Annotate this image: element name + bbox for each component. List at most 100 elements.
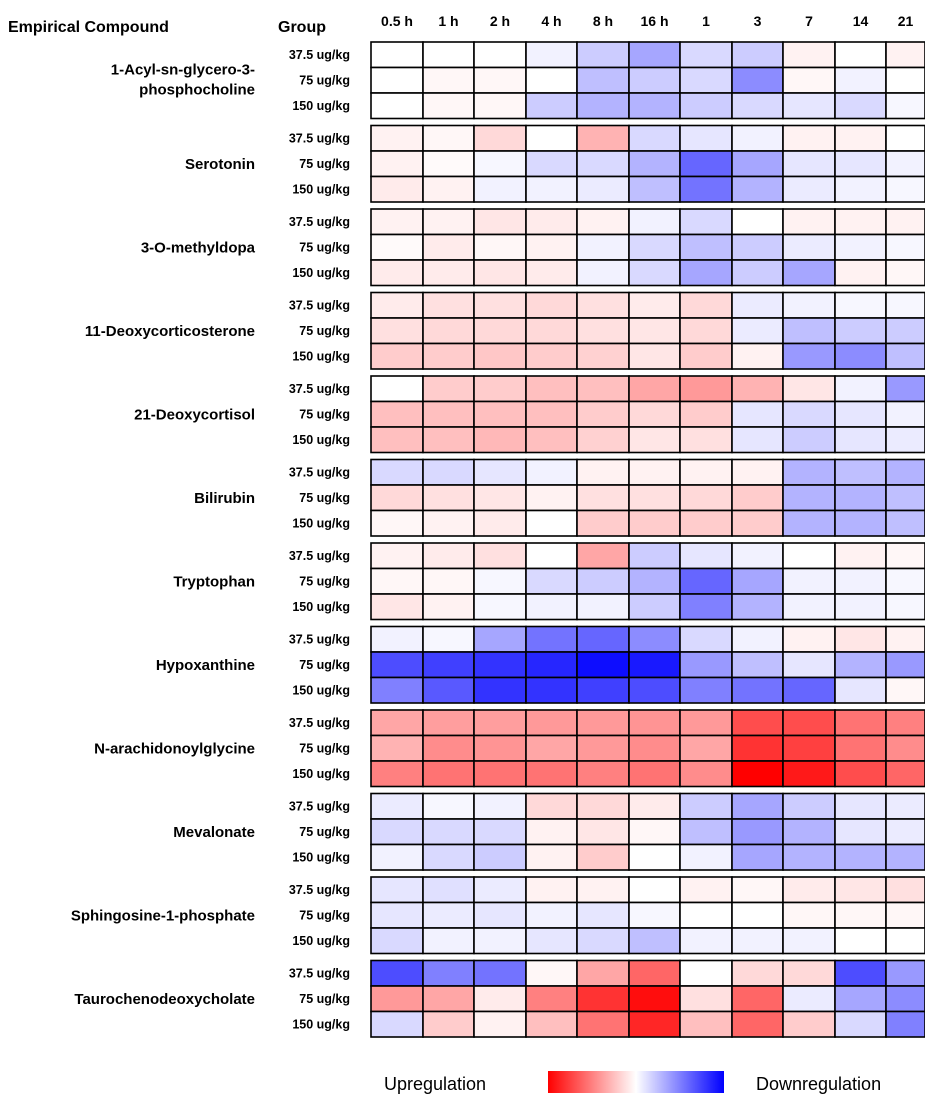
heatmap-cell	[576, 175, 630, 203]
heatmap-cell	[473, 426, 527, 454]
heatmap-cell	[628, 760, 681, 788]
heatmap-cell	[525, 342, 578, 370]
heatmap-cell	[422, 208, 475, 236]
group-label: 37.5 ug/kg	[289, 883, 350, 897]
heatmap-cell	[576, 150, 630, 178]
heatmap-cell	[422, 985, 475, 1013]
heatmap-cell	[834, 901, 887, 929]
heatmap-cell	[679, 542, 733, 570]
heatmap-cell	[422, 734, 475, 762]
heatmap-cell	[628, 625, 681, 653]
heatmap-cell	[422, 625, 475, 653]
column-label: 1 h	[438, 13, 458, 29]
heatmap-cell	[370, 484, 424, 512]
compound-label: 1-Acyl-sn-glycero-3-	[111, 61, 255, 78]
heatmap-cell	[473, 484, 527, 512]
column-label: 8 h	[593, 13, 613, 29]
heatmap-cell	[834, 985, 887, 1013]
heatmap-cell	[576, 843, 630, 871]
column-label: 7	[805, 13, 813, 29]
heatmap-cell	[782, 92, 836, 120]
heatmap-cell	[885, 843, 925, 871]
group-label: 150 ug/kg	[292, 433, 350, 447]
heatmap-cell	[628, 734, 681, 762]
compound-block: Sphingosine-1-phosphate 37.5 ug/kg 75 ug/k…	[71, 876, 925, 955]
heatmap-cell	[731, 593, 784, 621]
heatmap-cell	[782, 150, 836, 178]
heatmap-cell	[885, 625, 925, 653]
heatmap-cell	[370, 375, 424, 403]
heatmap-cell	[679, 625, 733, 653]
heatmap-cell	[422, 593, 475, 621]
heatmap-cell	[525, 426, 578, 454]
heatmap-cell	[422, 876, 475, 904]
heatmap-cell	[422, 124, 475, 152]
heatmap-cell	[679, 124, 733, 152]
heatmap-cell	[834, 542, 887, 570]
heatmap-cell	[782, 291, 836, 319]
heatmap-cell	[422, 342, 475, 370]
heatmap-cell	[370, 259, 424, 287]
heatmap-cell	[834, 41, 887, 69]
heatmap-cell	[834, 92, 887, 120]
compound-block: Mevalonate 37.5 ug/kg 75 ug/kg 150 ug/kg	[173, 792, 925, 871]
heatmap-cell	[628, 317, 681, 345]
heatmap-cell	[525, 843, 578, 871]
heatmap-cell	[885, 342, 925, 370]
heatmap-cell	[885, 876, 925, 904]
heatmap-cell	[370, 41, 424, 69]
heatmap-cell	[679, 901, 733, 929]
heatmap-cell	[422, 66, 475, 94]
heatmap-cell	[782, 509, 836, 537]
heatmap-cell	[370, 593, 424, 621]
heatmap-cell	[473, 342, 527, 370]
heatmap-cell	[370, 901, 424, 929]
heatmap-cell	[473, 317, 527, 345]
heatmap-cell	[576, 876, 630, 904]
column-label: 16 h	[640, 13, 668, 29]
heatmap-cell	[628, 41, 681, 69]
heatmap-cell	[731, 317, 784, 345]
heatmap-cell	[422, 150, 475, 178]
group-label: 150 ug/kg	[292, 934, 350, 948]
group-label: 37.5 ug/kg	[289, 549, 350, 563]
heatmap-cell	[473, 375, 527, 403]
legend-gradient-bar	[548, 1071, 724, 1093]
group-label: 75 ug/kg	[299, 408, 350, 422]
heatmap-cell	[576, 66, 630, 94]
heatmap-cell	[525, 509, 578, 537]
heatmap-cell	[834, 342, 887, 370]
heatmap-cell	[731, 542, 784, 570]
heatmap-cell	[834, 291, 887, 319]
heatmap-cell	[422, 901, 475, 929]
column-label: 14	[853, 13, 869, 29]
heatmap-cell	[679, 291, 733, 319]
heatmap-cell	[679, 1010, 733, 1038]
heatmap-cell	[679, 959, 733, 987]
heatmap-cell	[834, 876, 887, 904]
heatmap-cell	[628, 458, 681, 486]
compound-label: Bilirubin	[194, 490, 255, 507]
heatmap-cell	[679, 651, 733, 679]
group-label: 150 ug/kg	[292, 767, 350, 781]
heatmap-cell	[834, 959, 887, 987]
heatmap-cell	[422, 959, 475, 987]
heatmap-cell	[370, 317, 424, 345]
heatmap-cell	[576, 259, 630, 287]
heatmap-cell	[370, 400, 424, 428]
heatmap-cell	[473, 124, 527, 152]
heatmap-cell	[679, 92, 733, 120]
legend-down-label: Downregulation	[756, 1074, 881, 1094]
heatmap-cell	[885, 175, 925, 203]
heatmap-cell	[525, 985, 578, 1013]
heatmap-cell	[628, 375, 681, 403]
heatmap-cell	[782, 342, 836, 370]
header-compound: Empirical Compound	[8, 19, 169, 36]
heatmap-cell	[422, 792, 475, 820]
heatmap-cell	[628, 342, 681, 370]
heatmap-cell	[576, 567, 630, 595]
heatmap-cell	[834, 233, 887, 261]
heatmap-cell	[525, 676, 578, 704]
heatmap-cell	[576, 509, 630, 537]
heatmap-cell	[422, 676, 475, 704]
